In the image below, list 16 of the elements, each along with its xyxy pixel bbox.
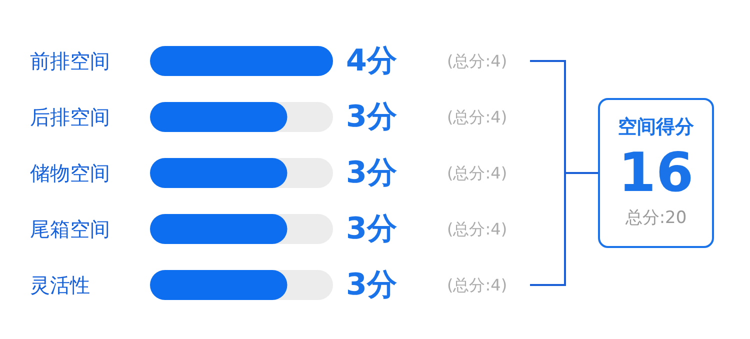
data-label: 3分 (346, 100, 397, 134)
score-card: 空间得分 16 总分:20 (598, 98, 714, 248)
data-label: 3分 (346, 268, 397, 302)
y-tick-label: 灵活性 (30, 273, 90, 297)
text: (总分:4) (447, 276, 508, 294)
data-label: 3分 (346, 156, 397, 190)
text: (总分:4) (447, 108, 508, 126)
y-tick-label: 尾箱空间 (30, 217, 110, 241)
text: (总分:4) (447, 52, 508, 70)
data-label: 4分 (346, 44, 397, 78)
y-tick-label: 储物空间 (30, 161, 110, 185)
y-tick-label: 后排空间 (30, 105, 110, 129)
text: (总分:4) (447, 164, 508, 182)
y-tick-label: 前排空间 (30, 49, 110, 73)
data-label: 3分 (346, 212, 397, 246)
text: (总分:4) (447, 220, 508, 238)
